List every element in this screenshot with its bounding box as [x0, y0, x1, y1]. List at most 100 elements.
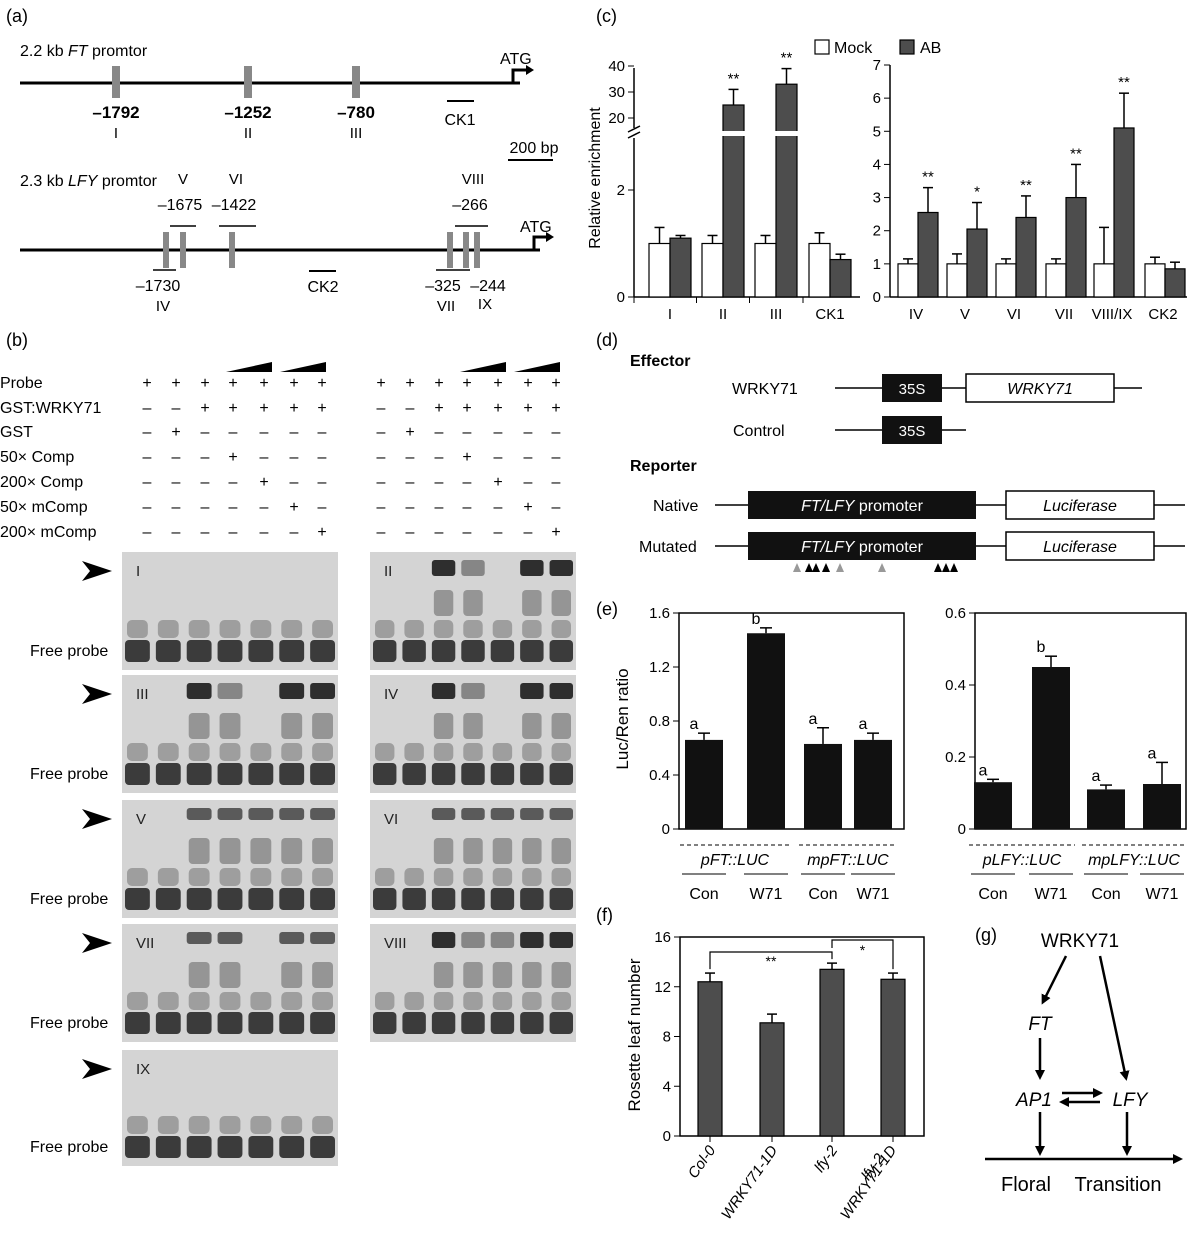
bar — [819, 968, 845, 1137]
g-ft: FT — [1028, 1014, 1053, 1035]
gel-roman-label: VIII — [384, 935, 407, 952]
bar — [1087, 789, 1125, 829]
shifted-band — [310, 932, 335, 944]
emsa-matrix-cell: – — [377, 474, 386, 491]
smear-band — [433, 868, 454, 886]
smear-band — [492, 743, 513, 761]
plot-frame — [974, 612, 1187, 830]
free-probe-band — [461, 888, 485, 910]
axis-break-mark — [627, 125, 641, 133]
smear-band — [404, 992, 424, 1010]
emsa-matrix-cell: + — [493, 375, 502, 392]
gradient-wedge-right-2 — [514, 362, 560, 372]
emsa-matrix-cell: – — [435, 474, 444, 491]
smear-band — [522, 743, 542, 761]
effector-heading: Effector — [630, 353, 690, 370]
emsa-gel: IV — [370, 675, 576, 793]
wrky71-35s-label: 35S — [899, 381, 926, 398]
shifted-band — [431, 932, 456, 948]
y-tick-label: 4 — [873, 156, 881, 173]
ft-promoter-title: 2.2 kb FT promtor — [20, 43, 148, 60]
free-probe-band — [490, 1012, 515, 1034]
emsa-matrix-cell: – — [463, 424, 472, 441]
panel-d: (d) Effector WRKY71 35S WRKY71 Control 3… — [596, 330, 1185, 572]
lfy-site-IV-box — [163, 232, 169, 268]
group-label: pLFY::LUC — [982, 852, 1062, 869]
shifted-smear — [219, 838, 241, 864]
smear-band — [522, 992, 542, 1010]
y-tick-label: 0.4 — [649, 767, 670, 784]
shifted-band — [279, 808, 305, 820]
free-probe-band — [125, 640, 150, 662]
emsa-matrix-cell: – — [172, 499, 181, 516]
free-probe-band — [155, 640, 181, 662]
smear-band — [127, 743, 148, 761]
free-probe-band — [279, 1136, 305, 1158]
bar-mock — [1144, 263, 1166, 298]
emsa-matrix-cell: – — [201, 449, 210, 466]
x-tick-label: III — [770, 306, 783, 323]
smear-band — [157, 743, 179, 761]
shifted-smear — [463, 713, 483, 739]
free-probe-band — [125, 888, 150, 910]
y-tick-label: 0 — [617, 289, 625, 306]
emsa-matrix-cell: – — [260, 424, 269, 441]
g-wrky71: WRKY71 — [1041, 931, 1119, 952]
lfy-site-VI-pos: –1422 — [212, 197, 257, 214]
lfy-site-VIII-pos: –266 — [452, 197, 488, 214]
ft-site-II-label: II — [244, 125, 252, 142]
emsa-matrix-cell: – — [524, 424, 533, 441]
panel-b: (b) Probe GST:WRKY71 GST 50× Comp 200× Comp 5… — [0, 330, 576, 1166]
y-tick-label: 30 — [608, 84, 625, 101]
wrky71-35s-box — [882, 374, 942, 402]
lfy-site-VII-box — [447, 232, 453, 268]
emsa-matrix-cell: – — [290, 524, 299, 541]
bar-mock — [1093, 263, 1115, 298]
free-probe-band — [248, 763, 274, 785]
smear-band — [188, 1116, 210, 1134]
shifted-smear — [492, 962, 513, 988]
free-probe-band — [310, 640, 335, 662]
emsa-matrix-cell: + — [289, 499, 298, 516]
emsa-matrix-cell: + — [228, 449, 237, 466]
free-probe-band — [402, 640, 426, 662]
emsa-matrix-cell: – — [435, 524, 444, 541]
lfy-site-IV-pos: –1730 — [136, 278, 181, 295]
panel-f-label: (f) — [596, 905, 613, 925]
panel-e-label: (e) — [596, 599, 618, 619]
bar-mock — [946, 263, 968, 298]
free-probe-band — [310, 763, 335, 785]
smear-band — [157, 1116, 179, 1134]
lfy-promoter-title: 2.3 kb LFY promtor — [20, 173, 158, 190]
group-label: mpFT::LUC — [807, 852, 889, 869]
free-probe-band — [125, 1136, 150, 1158]
shifted-smear — [250, 838, 272, 864]
control-35s-box — [882, 416, 942, 444]
free-probe-band — [520, 1012, 544, 1034]
shifted-band — [549, 683, 573, 699]
emsa-row-label: GST — [0, 424, 33, 441]
free-probe-band — [431, 1012, 456, 1034]
lfy-site-V-label: V — [178, 171, 188, 188]
free-probe-band — [549, 640, 573, 662]
y-tick-label: 0 — [873, 289, 881, 306]
shifted-band — [461, 560, 485, 576]
shifted-smear — [281, 838, 303, 864]
significance-letter: b — [752, 611, 761, 628]
emsa-matrix-cell: – — [172, 449, 181, 466]
free-probe-band — [217, 1136, 243, 1158]
emsa-matrix-cell: + — [434, 375, 443, 392]
bar-mock — [897, 263, 919, 298]
smear-band — [404, 743, 424, 761]
emsa-matrix-cell: – — [229, 474, 238, 491]
free-probe-band — [461, 1012, 485, 1034]
bar — [685, 739, 723, 829]
treatment-label: W71 — [857, 886, 890, 903]
y-tick-label: 7 — [873, 57, 881, 74]
lfy-site-VI-box — [229, 232, 235, 268]
y-tick-label: 40 — [608, 58, 625, 75]
emsa-matrix-cell: – — [406, 499, 415, 516]
emsa-gel: IX Free probe — [30, 1050, 338, 1166]
shifted-band — [520, 560, 544, 576]
